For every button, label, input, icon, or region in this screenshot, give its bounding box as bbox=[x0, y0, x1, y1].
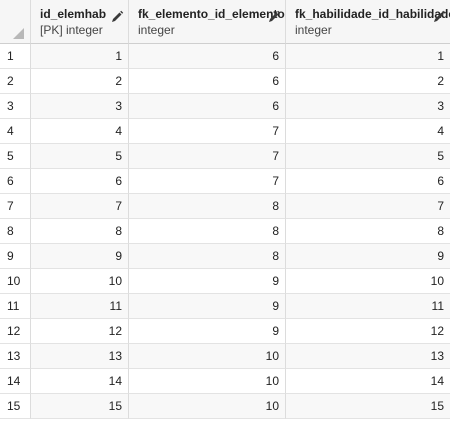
table-row[interactable]: 7 7 8 7 bbox=[0, 194, 450, 219]
table-row[interactable]: 6 6 7 6 bbox=[0, 169, 450, 194]
cell-id-elemhab[interactable]: 11 bbox=[31, 294, 129, 319]
row-number[interactable]: 4 bbox=[0, 119, 31, 144]
cell-fk-habilidade[interactable]: 1 bbox=[286, 44, 450, 69]
cell-fk-elemento[interactable]: 10 bbox=[129, 394, 286, 419]
table-row[interactable]: 1 1 6 1 bbox=[0, 44, 450, 69]
cell-id-elemhab[interactable]: 7 bbox=[31, 194, 129, 219]
row-number[interactable]: 14 bbox=[0, 369, 31, 394]
cell-id-elemhab[interactable]: 1 bbox=[31, 44, 129, 69]
cell-id-elemhab[interactable]: 8 bbox=[31, 219, 129, 244]
cell-fk-elemento[interactable]: 6 bbox=[129, 69, 286, 94]
pencil-icon[interactable] bbox=[267, 10, 281, 24]
grid-header-row: id_elemhab [PK] integer fk_elemento_id_e… bbox=[0, 0, 450, 44]
table-row[interactable]: 4 4 7 4 bbox=[0, 119, 450, 144]
cell-id-elemhab[interactable]: 12 bbox=[31, 319, 129, 344]
cell-fk-habilidade[interactable]: 2 bbox=[286, 69, 450, 94]
cell-fk-habilidade[interactable]: 11 bbox=[286, 294, 450, 319]
cell-id-elemhab[interactable]: 2 bbox=[31, 69, 129, 94]
table-row[interactable]: 9 9 8 9 bbox=[0, 244, 450, 269]
cell-id-elemhab[interactable]: 13 bbox=[31, 344, 129, 369]
row-number[interactable]: 8 bbox=[0, 219, 31, 244]
cell-fk-elemento[interactable]: 8 bbox=[129, 194, 286, 219]
cell-fk-habilidade[interactable]: 15 bbox=[286, 394, 450, 419]
row-number[interactable]: 2 bbox=[0, 69, 31, 94]
row-number[interactable]: 7 bbox=[0, 194, 31, 219]
table-row[interactable]: 3 3 6 3 bbox=[0, 94, 450, 119]
cell-fk-elemento[interactable]: 8 bbox=[129, 219, 286, 244]
row-number[interactable]: 9 bbox=[0, 244, 31, 269]
cell-fk-habilidade[interactable]: 12 bbox=[286, 319, 450, 344]
table-row[interactable]: 5 5 7 5 bbox=[0, 144, 450, 169]
table-row[interactable]: 13 13 10 13 bbox=[0, 344, 450, 369]
row-number[interactable]: 3 bbox=[0, 94, 31, 119]
cell-fk-habilidade[interactable]: 5 bbox=[286, 144, 450, 169]
cell-fk-elemento[interactable]: 10 bbox=[129, 369, 286, 394]
table-row[interactable]: 8 8 8 8 bbox=[0, 219, 450, 244]
cell-fk-elemento[interactable]: 7 bbox=[129, 144, 286, 169]
cell-fk-habilidade[interactable]: 3 bbox=[286, 94, 450, 119]
cell-fk-elemento[interactable]: 6 bbox=[129, 44, 286, 69]
column-type: [PK] integer bbox=[40, 23, 103, 37]
cell-fk-elemento[interactable]: 9 bbox=[129, 294, 286, 319]
table-row[interactable]: 15 15 10 15 bbox=[0, 394, 450, 419]
row-number[interactable]: 6 bbox=[0, 169, 31, 194]
row-number[interactable]: 11 bbox=[0, 294, 31, 319]
table-row[interactable]: 11 11 9 11 bbox=[0, 294, 450, 319]
cell-fk-habilidade[interactable]: 4 bbox=[286, 119, 450, 144]
cell-fk-elemento[interactable]: 6 bbox=[129, 94, 286, 119]
cell-fk-elemento[interactable]: 9 bbox=[129, 319, 286, 344]
column-type: integer bbox=[138, 23, 175, 37]
cell-fk-elemento[interactable]: 10 bbox=[129, 344, 286, 369]
column-header-fk-elemento-id-elemento[interactable]: fk_elemento_id_elemento integer bbox=[129, 0, 286, 44]
column-name: fk_elemento_id_elemento bbox=[138, 7, 285, 21]
row-number[interactable]: 13 bbox=[0, 344, 31, 369]
column-header-id-elemhab[interactable]: id_elemhab [PK] integer bbox=[31, 0, 129, 44]
column-type: integer bbox=[295, 23, 332, 37]
cell-fk-habilidade[interactable]: 6 bbox=[286, 169, 450, 194]
cell-fk-habilidade[interactable]: 14 bbox=[286, 369, 450, 394]
table-row[interactable]: 14 14 10 14 bbox=[0, 369, 450, 394]
column-name: fk_habilidade_id_habilidade bbox=[295, 7, 450, 21]
row-number[interactable]: 10 bbox=[0, 269, 31, 294]
cell-fk-elemento[interactable]: 7 bbox=[129, 119, 286, 144]
pencil-icon[interactable] bbox=[110, 10, 124, 24]
select-all-triangle-icon bbox=[13, 28, 24, 39]
cell-id-elemhab[interactable]: 10 bbox=[31, 269, 129, 294]
table-row[interactable]: 2 2 6 2 bbox=[0, 69, 450, 94]
cell-id-elemhab[interactable]: 9 bbox=[31, 244, 129, 269]
column-header-fk-habilidade-id-habilidade[interactable]: fk_habilidade_id_habilidade integer bbox=[286, 0, 450, 44]
table-row[interactable]: 12 12 9 12 bbox=[0, 319, 450, 344]
cell-fk-elemento[interactable]: 7 bbox=[129, 169, 286, 194]
pencil-icon[interactable] bbox=[432, 10, 446, 24]
table-row[interactable]: 10 10 9 10 bbox=[0, 269, 450, 294]
cell-id-elemhab[interactable]: 6 bbox=[31, 169, 129, 194]
cell-id-elemhab[interactable]: 14 bbox=[31, 369, 129, 394]
cell-fk-habilidade[interactable]: 7 bbox=[286, 194, 450, 219]
cell-fk-habilidade[interactable]: 13 bbox=[286, 344, 450, 369]
row-number[interactable]: 1 bbox=[0, 44, 31, 69]
row-number[interactable]: 12 bbox=[0, 319, 31, 344]
select-all-corner[interactable] bbox=[0, 0, 31, 44]
cell-fk-habilidade[interactable]: 8 bbox=[286, 219, 450, 244]
cell-fk-habilidade[interactable]: 10 bbox=[286, 269, 450, 294]
row-number[interactable]: 5 bbox=[0, 144, 31, 169]
cell-id-elemhab[interactable]: 3 bbox=[31, 94, 129, 119]
cell-id-elemhab[interactable]: 5 bbox=[31, 144, 129, 169]
row-number[interactable]: 15 bbox=[0, 394, 31, 419]
cell-fk-elemento[interactable]: 8 bbox=[129, 244, 286, 269]
column-name: id_elemhab bbox=[40, 7, 107, 21]
cell-fk-elemento[interactable]: 9 bbox=[129, 269, 286, 294]
cell-fk-habilidade[interactable]: 9 bbox=[286, 244, 450, 269]
cell-id-elemhab[interactable]: 15 bbox=[31, 394, 129, 419]
cell-id-elemhab[interactable]: 4 bbox=[31, 119, 129, 144]
